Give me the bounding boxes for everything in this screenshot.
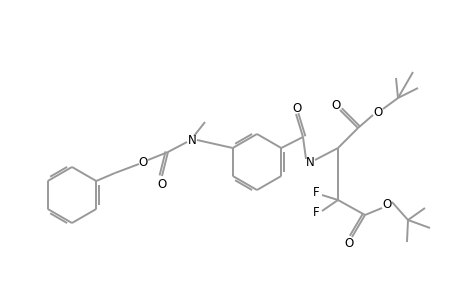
Text: O: O — [381, 199, 391, 212]
Text: O: O — [292, 103, 301, 116]
Text: O: O — [330, 98, 340, 112]
Text: N: N — [187, 134, 196, 146]
Text: F: F — [312, 187, 319, 200]
Text: O: O — [344, 238, 353, 250]
Text: N: N — [305, 155, 313, 169]
Text: O: O — [157, 178, 166, 190]
Text: O: O — [373, 106, 382, 118]
Text: F: F — [312, 206, 319, 220]
Text: O: O — [138, 155, 147, 169]
